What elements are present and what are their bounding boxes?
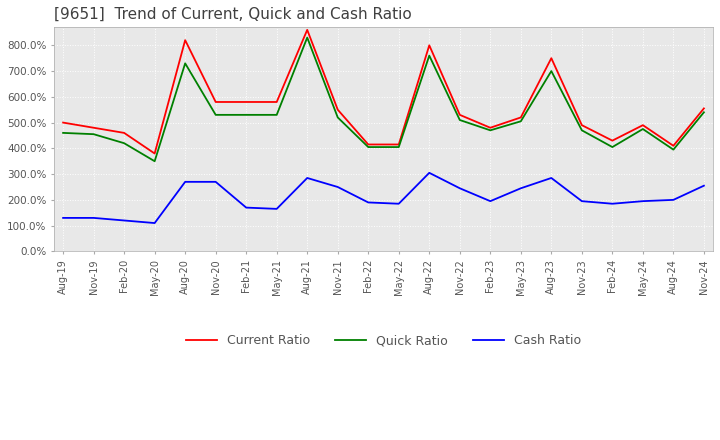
- Cash Ratio: [150, 220, 159, 226]
- Quick Ratio: [181, 61, 189, 66]
- Current Ratio: [364, 142, 372, 147]
- Cash Ratio: [59, 215, 68, 220]
- Current Ratio: [547, 55, 556, 61]
- Quick Ratio: [364, 144, 372, 150]
- Quick Ratio: [547, 69, 556, 74]
- Quick Ratio: [700, 110, 708, 115]
- Cash Ratio: [669, 197, 678, 202]
- Quick Ratio: [303, 35, 312, 40]
- Current Ratio: [577, 122, 586, 128]
- Cash Ratio: [639, 198, 647, 204]
- Quick Ratio: [486, 128, 495, 133]
- Quick Ratio: [395, 144, 403, 150]
- Current Ratio: [181, 37, 189, 43]
- Quick Ratio: [425, 53, 433, 58]
- Quick Ratio: [272, 112, 281, 117]
- Current Ratio: [486, 125, 495, 130]
- Cash Ratio: [456, 186, 464, 191]
- Current Ratio: [150, 151, 159, 156]
- Quick Ratio: [639, 126, 647, 132]
- Quick Ratio: [608, 144, 617, 150]
- Cash Ratio: [272, 206, 281, 212]
- Cash Ratio: [181, 179, 189, 184]
- Legend: Current Ratio, Quick Ratio, Cash Ratio: Current Ratio, Quick Ratio, Cash Ratio: [181, 330, 586, 352]
- Current Ratio: [516, 115, 525, 120]
- Cash Ratio: [516, 186, 525, 191]
- Quick Ratio: [120, 140, 128, 146]
- Current Ratio: [212, 99, 220, 105]
- Current Ratio: [639, 122, 647, 128]
- Cash Ratio: [89, 215, 98, 220]
- Current Ratio: [608, 138, 617, 143]
- Cash Ratio: [608, 201, 617, 206]
- Current Ratio: [669, 143, 678, 148]
- Quick Ratio: [516, 119, 525, 124]
- Current Ratio: [700, 106, 708, 111]
- Quick Ratio: [333, 115, 342, 120]
- Current Ratio: [395, 142, 403, 147]
- Quick Ratio: [242, 112, 251, 117]
- Quick Ratio: [59, 130, 68, 136]
- Line: Cash Ratio: Cash Ratio: [63, 173, 704, 223]
- Quick Ratio: [212, 112, 220, 117]
- Current Ratio: [333, 107, 342, 112]
- Quick Ratio: [456, 117, 464, 123]
- Cash Ratio: [242, 205, 251, 210]
- Cash Ratio: [364, 200, 372, 205]
- Cash Ratio: [486, 198, 495, 204]
- Cash Ratio: [212, 179, 220, 184]
- Current Ratio: [456, 112, 464, 117]
- Cash Ratio: [120, 218, 128, 223]
- Line: Current Ratio: Current Ratio: [63, 30, 704, 154]
- Current Ratio: [272, 99, 281, 105]
- Cash Ratio: [425, 170, 433, 176]
- Quick Ratio: [577, 128, 586, 133]
- Current Ratio: [89, 125, 98, 130]
- Cash Ratio: [333, 184, 342, 190]
- Cash Ratio: [577, 198, 586, 204]
- Current Ratio: [59, 120, 68, 125]
- Current Ratio: [120, 130, 128, 136]
- Quick Ratio: [89, 132, 98, 137]
- Text: [9651]  Trend of Current, Quick and Cash Ratio: [9651] Trend of Current, Quick and Cash …: [54, 7, 412, 22]
- Quick Ratio: [669, 147, 678, 152]
- Cash Ratio: [303, 175, 312, 180]
- Current Ratio: [425, 43, 433, 48]
- Cash Ratio: [395, 201, 403, 206]
- Cash Ratio: [700, 183, 708, 188]
- Quick Ratio: [150, 158, 159, 164]
- Current Ratio: [303, 27, 312, 33]
- Line: Quick Ratio: Quick Ratio: [63, 37, 704, 161]
- Cash Ratio: [547, 175, 556, 180]
- Current Ratio: [242, 99, 251, 105]
